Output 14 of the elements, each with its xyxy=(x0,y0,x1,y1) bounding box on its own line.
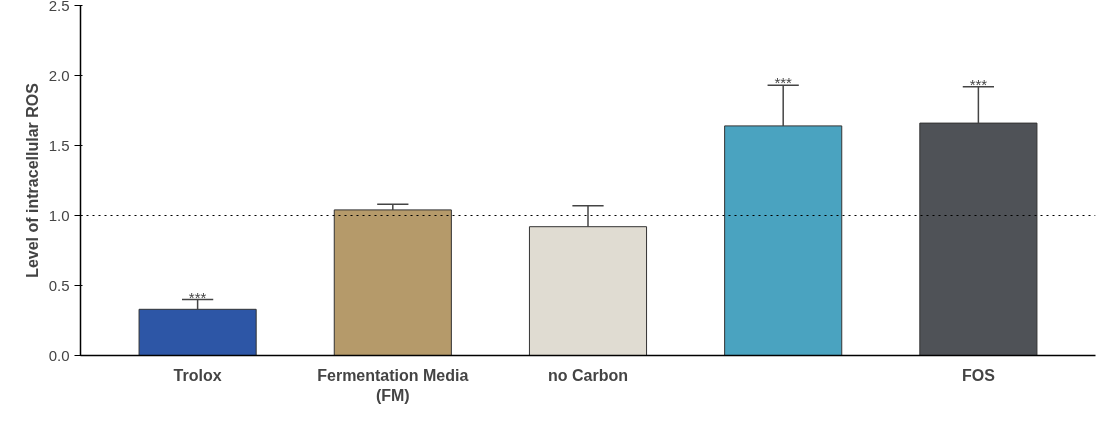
y-tick-label: 2.5 xyxy=(48,0,70,14)
y-tick-label: 0.5 xyxy=(48,276,70,294)
y-tick-label: 0.0 xyxy=(48,346,70,364)
x-tick-label: no Carbon xyxy=(548,366,628,384)
annotation: *** xyxy=(969,75,988,93)
annotation: *** xyxy=(188,288,207,306)
x-tick-label: Trolox xyxy=(173,366,222,384)
y-tick-label: 2.0 xyxy=(48,66,70,84)
y-tick-label: 1.5 xyxy=(48,136,70,154)
y-axis-title: Level of intracellular ROS xyxy=(23,82,41,278)
y-tick-label: 1.0 xyxy=(48,206,70,224)
x-tick-label: FOS xyxy=(961,366,996,384)
annotation: *** xyxy=(774,74,793,92)
x-tick-label: Fermentation Media (FM) xyxy=(317,366,469,404)
